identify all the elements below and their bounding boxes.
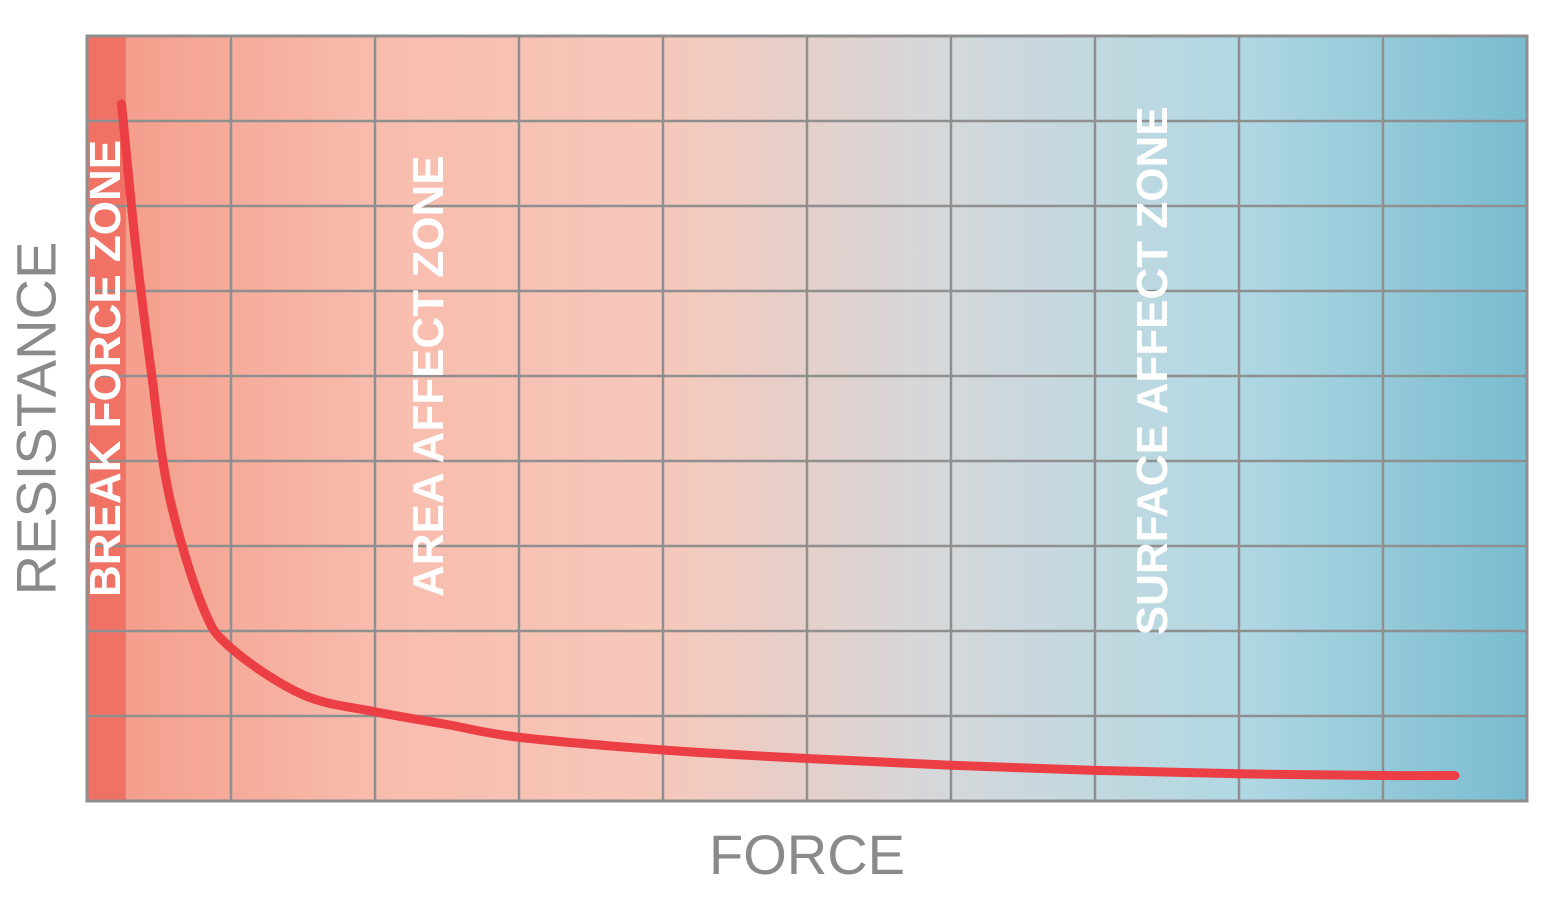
series-layer xyxy=(117,99,1460,781)
x-axis-label: FORCE xyxy=(709,823,905,886)
y-axis-label: RESISTANCE xyxy=(5,242,68,596)
zone-label: BREAK FORCE ZONE xyxy=(81,140,130,597)
break-force-zone-band xyxy=(87,36,126,801)
zone-label: SURFACE AFFECT ZONE xyxy=(1128,106,1177,635)
zone-label: AREA AFFECT ZONE xyxy=(404,155,453,597)
zone-labels: BREAK FORCE ZONE AREA AFFECT ZONE SURFACE … xyxy=(81,106,1177,635)
grid xyxy=(87,36,1527,801)
series-line xyxy=(117,99,1460,781)
plot-frame xyxy=(85,34,1529,803)
